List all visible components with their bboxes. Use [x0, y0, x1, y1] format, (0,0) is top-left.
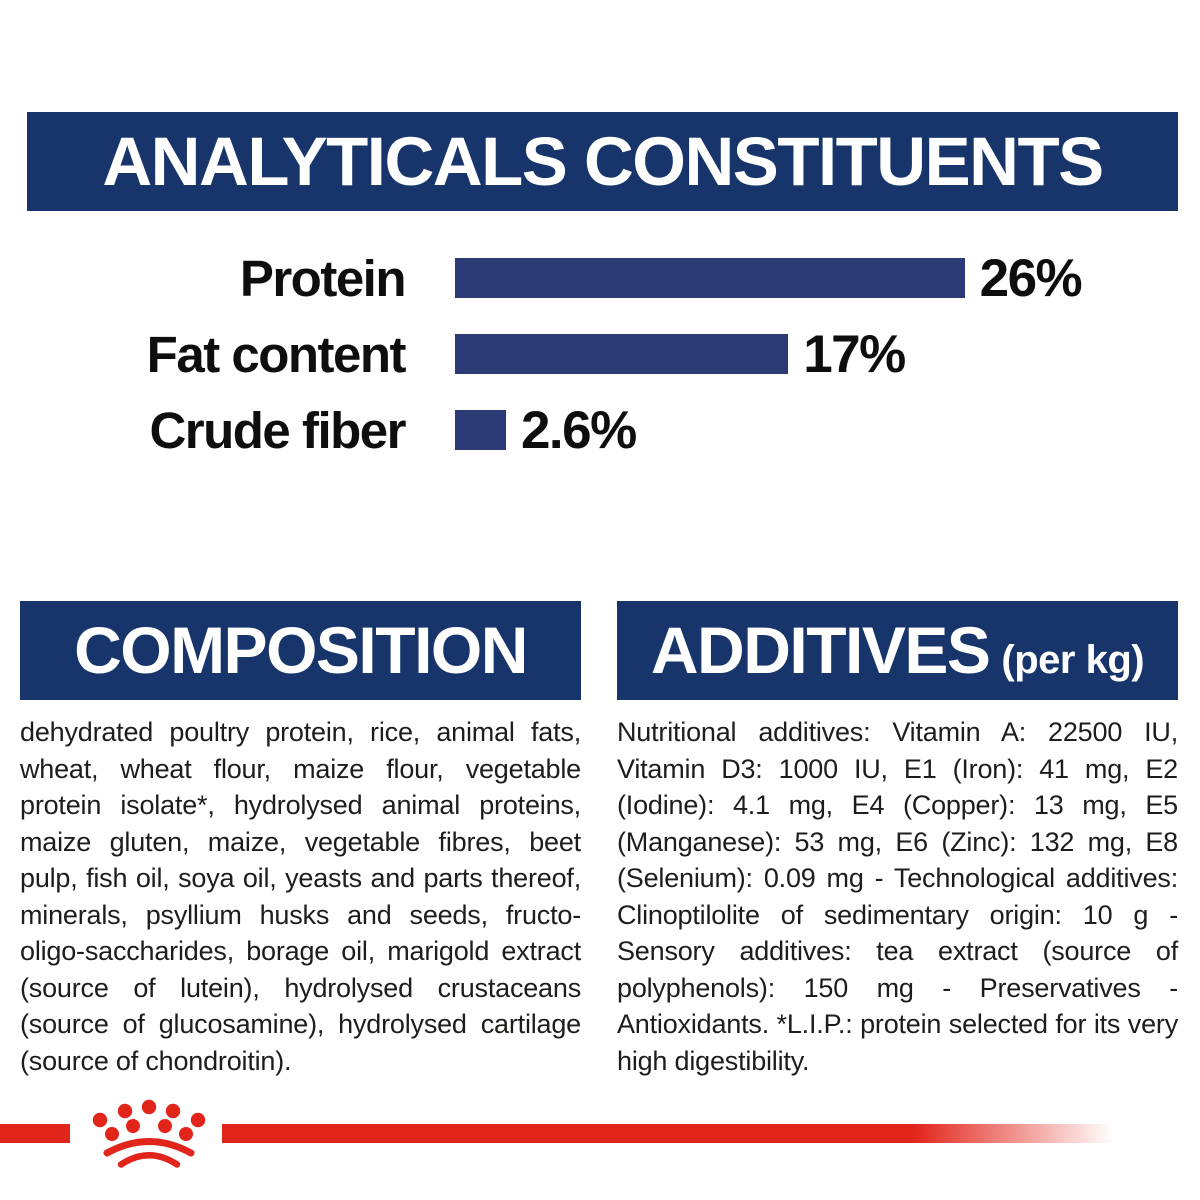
footer-stripe-right — [222, 1124, 1132, 1143]
royal-canin-crown-icon — [92, 1099, 206, 1168]
chart-bar — [455, 258, 965, 298]
chart-row: Fat content 17% — [0, 316, 1200, 392]
analyticals-chart: Protein 26% Fat content 17% Crude fiber 2.6% — [0, 240, 1200, 468]
chart-value-label: 17% — [803, 324, 906, 384]
additives-title-suffix: (per kg) — [1001, 638, 1145, 682]
chart-value-label: 26% — [979, 248, 1083, 308]
footer-stripe-left — [0, 1124, 70, 1143]
chart-value-label: 2.6% — [520, 400, 637, 460]
additives-title: ADDITIVES — [650, 613, 991, 687]
additives-text: Nutritional additives: Vitamin A: 22500 … — [617, 717, 1178, 1076]
chart-bar — [455, 410, 506, 450]
chart-row: Protein 26% — [0, 240, 1200, 316]
chart-category-label: Crude fiber — [149, 401, 406, 459]
additives-header-bar: ADDITIVES (per kg) — [617, 601, 1178, 700]
composition-header-bar: COMPOSITION — [20, 601, 581, 700]
chart-row: Crude fiber 2.6% — [0, 392, 1200, 468]
composition-text: dehydrated poultry protein, rice, animal… — [20, 717, 581, 1076]
composition-title: COMPOSITION — [74, 613, 528, 687]
additives-section: ADDITIVES (per kg) Nutritional additives:… — [617, 601, 1178, 1079]
composition-section: COMPOSITION dehydrated poultry protein, … — [20, 601, 581, 1079]
chart-category-label: Protein — [239, 249, 407, 307]
analyticals-title: ANALYTICALS CONSTITUENTS — [102, 123, 1104, 200]
chart-bar — [455, 334, 789, 374]
analyticals-header-bar: ANALYTICALS CONSTITUENTS — [27, 112, 1178, 211]
chart-category-label: Fat content — [146, 325, 407, 383]
